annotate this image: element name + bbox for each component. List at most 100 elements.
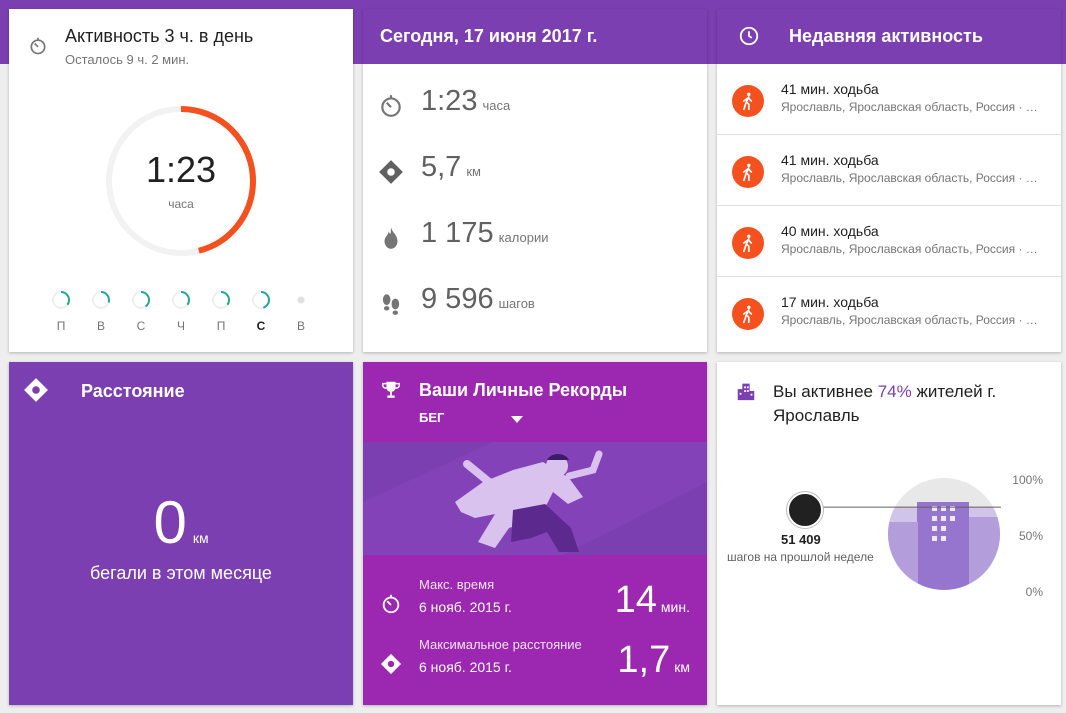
day-progress: С [129,290,153,333]
record-label: Максимальное расстояние [419,637,582,652]
comparison-percent: 74% [877,382,912,401]
record-value: 1,7 [617,639,671,681]
timer-icon [30,37,46,55]
record-date: 6 нояб. 2015 г. [419,599,512,615]
recent-activity-card: Недавняя активность 41 мин. ходьба Яросл… [717,9,1061,352]
record-date: 6 нояб. 2015 г. [419,659,512,675]
activity-title: Активность 3 ч. в день [65,26,254,46]
scale-tick: 50% [1018,529,1043,543]
day-label: С [256,319,266,333]
recent-header: Недавняя активность [717,9,1061,64]
day-ring [92,291,110,309]
activity-location: Ярославль, Ярославская область, Россия ·… [781,100,1038,114]
activity-title: 17 мин. ходьба [781,294,879,310]
scale-tick: 0% [1025,585,1043,599]
comparison-title-suffix: жителей г. Ярославль [773,382,997,425]
today-summary-card[interactable]: Сегодня, 17 июня 2017 г. 1:23 часа 5,7 км … [363,9,707,352]
activity-ring-progress [106,106,256,256]
weekly-steps-label: шагов на прошлой неделе [727,550,874,564]
record-value: 14 [614,579,657,621]
stat-unit: часа [482,98,511,113]
runner-illustration [363,442,707,555]
comparison-title: Вы активнее 74% жителей г. Ярославль [773,380,1043,428]
recent-activity-item[interactable]: 41 мин. ходьба Ярославль, Ярославская об… [717,64,1061,135]
activity-ring [106,106,256,256]
record-label: Макс. время [419,577,495,592]
comparison-title-prefix: Вы активнее [773,382,878,401]
day-ring-progress [132,291,150,309]
flame-icon [384,227,398,249]
timer-icon [382,594,400,614]
clock-icon [739,26,759,46]
stat-unit: км [466,164,481,179]
day-ring-progress [52,291,70,309]
distance-card[interactable]: Расстояние 0 км бегали в этом месяце [9,362,353,705]
record-row-time[interactable]: Макс. время 6 нояб. 2015 г. 14 мин. [363,577,707,627]
activity-type-dropdown[interactable]: БЕГ [419,410,445,425]
stat-row-steps: 9 596 шагов [363,283,707,323]
stat-value: 1:23 [421,85,478,117]
distance-title: Расстояние [81,381,185,401]
day-label: П [216,319,226,333]
walking-icon [732,156,764,188]
stat-row-calories: 1 175 калории [363,217,707,257]
stat-value: 9 596 [421,283,494,315]
activity-unit: часа [168,197,194,211]
today-title: Сегодня, 17 июня 2017 г. [363,9,707,64]
dropdown-caret-icon[interactable] [511,416,523,423]
stat-unit: калории [498,230,549,245]
footsteps-icon [382,294,400,315]
recent-activity-item[interactable]: 17 мин. ходьба Ярославль, Ярославская об… [717,277,1061,348]
recent-activity-item[interactable]: 40 мин. ходьба Ярославль, Ярославская об… [717,206,1061,277]
record-row-distance[interactable]: Максимальное расстояние 6 нояб. 2015 г. … [363,637,707,687]
recent-activity-item[interactable]: 41 мин. ходьба Ярославль, Ярославская об… [717,135,1061,206]
trophy-icon [382,381,400,398]
records-title: Ваши Личные Рекорды [419,380,628,400]
day-progress: В [289,290,313,333]
city-comparison-card[interactable]: Вы активнее 74% жителей г. Ярославль 51 … [717,362,1061,705]
stat-value: 1 175 [421,217,494,249]
day-progress: В [89,290,113,333]
day-ring [212,291,230,309]
activity-remaining: Осталось 9 ч. 2 мин. [65,52,190,67]
activity-location: Ярославль, Ярославская область, Россия ·… [781,313,1038,327]
day-progress: П [49,290,73,333]
distance-value: 0 [153,489,187,556]
avatar[interactable] [787,492,823,528]
day-progress: С [249,290,273,333]
activity-value: 1:23 [145,149,217,190]
location-diamond-icon [380,653,402,675]
walking-icon [732,85,764,117]
recent-title: Недавняя активность [789,26,983,46]
day-ring-progress [92,291,110,309]
timer-icon [381,95,401,117]
distance-unit: км [192,530,209,546]
stat-row-distance: 5,7 км [363,151,707,191]
day-ring [52,291,70,309]
activity-goal-card[interactable]: Активность 3 ч. в день Осталось 9 ч. 2 м… [9,9,353,352]
weekly-steps: 51 409 [781,532,821,547]
day-progress: Ч [169,290,193,333]
distance-value-group: 0 км [9,488,353,557]
stat-value: 5,7 [421,151,462,183]
location-diamond-icon [24,378,48,402]
activity-title: 41 мин. ходьба [781,81,879,97]
location-diamond-icon [379,160,403,184]
distance-caption: бегали в этом месяце [90,563,272,583]
day-ring [132,291,150,309]
scale-tick: 100% [1012,473,1043,487]
stat-row-time: 1:23 часа [363,85,707,125]
record-unit: км [674,659,690,675]
day-ring [297,296,305,304]
walking-icon [732,298,764,330]
activity-title: 40 мин. ходьба [781,223,879,239]
day-label: П [56,319,66,333]
day-label: С [136,319,146,333]
personal-records-card[interactable]: Ваши Личные Рекорды БЕГ Макс. время 6 но… [363,362,707,705]
day-progress: П [209,290,233,333]
day-label: В [296,319,305,333]
day-label: В [96,319,105,333]
walking-icon [732,227,764,259]
activity-location: Ярославль, Ярославская область, Россия ·… [781,242,1038,256]
